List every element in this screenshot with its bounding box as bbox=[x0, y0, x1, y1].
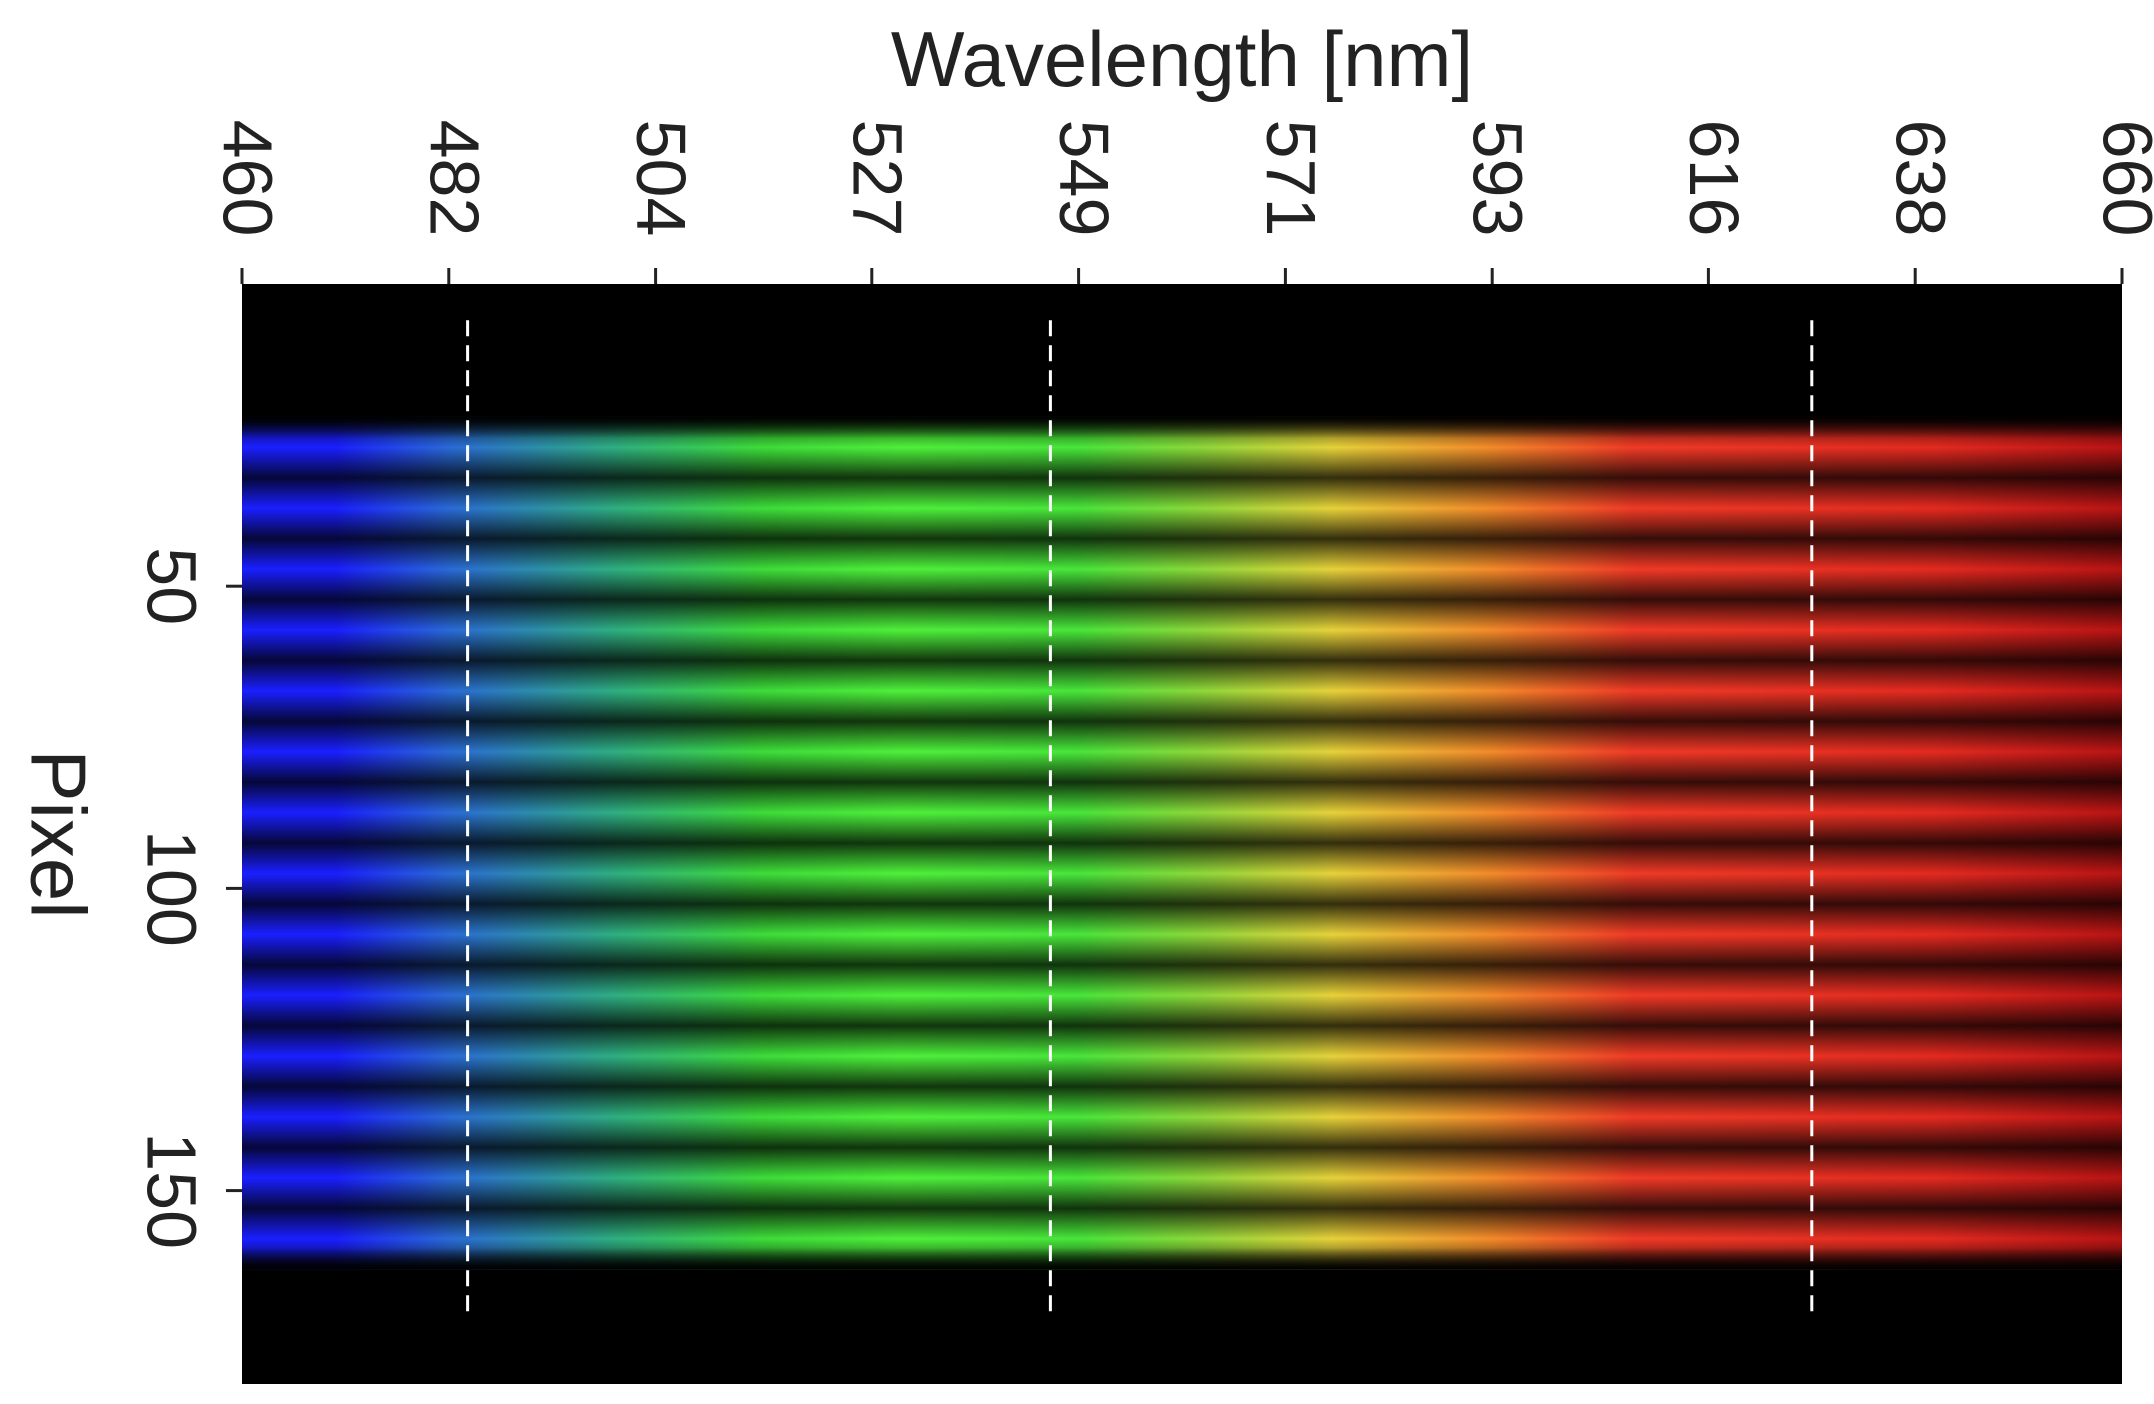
x-tick-label: 638 bbox=[1882, 120, 1960, 237]
y-tick-label: 150 bbox=[133, 1132, 211, 1249]
y-axis-ticks: 50 100 150 bbox=[133, 547, 242, 1249]
y-tick-label: 50 bbox=[133, 547, 211, 625]
x-tick-label: 482 bbox=[415, 120, 493, 237]
y-tick-label: 100 bbox=[133, 830, 211, 947]
x-tick-label: 616 bbox=[1675, 120, 1753, 237]
emission-edge-fade bbox=[242, 416, 2122, 1270]
y-axis-title: Pixel bbox=[14, 749, 102, 918]
x-tick-label: 527 bbox=[838, 120, 916, 237]
x-axis-ticks: 460 482 504 527 549 571 593 616 638 660 bbox=[209, 120, 2154, 284]
x-tick-label: 660 bbox=[2089, 120, 2154, 237]
x-tick-label: 460 bbox=[209, 120, 287, 237]
x-tick-label: 549 bbox=[1045, 120, 1123, 237]
x-axis-title: Wavelength [nm] bbox=[891, 15, 1473, 103]
x-tick-label: 593 bbox=[1459, 120, 1537, 237]
x-tick-label: 504 bbox=[622, 120, 700, 237]
reference-lines bbox=[466, 320, 1814, 1312]
x-tick-label: 571 bbox=[1252, 120, 1330, 237]
